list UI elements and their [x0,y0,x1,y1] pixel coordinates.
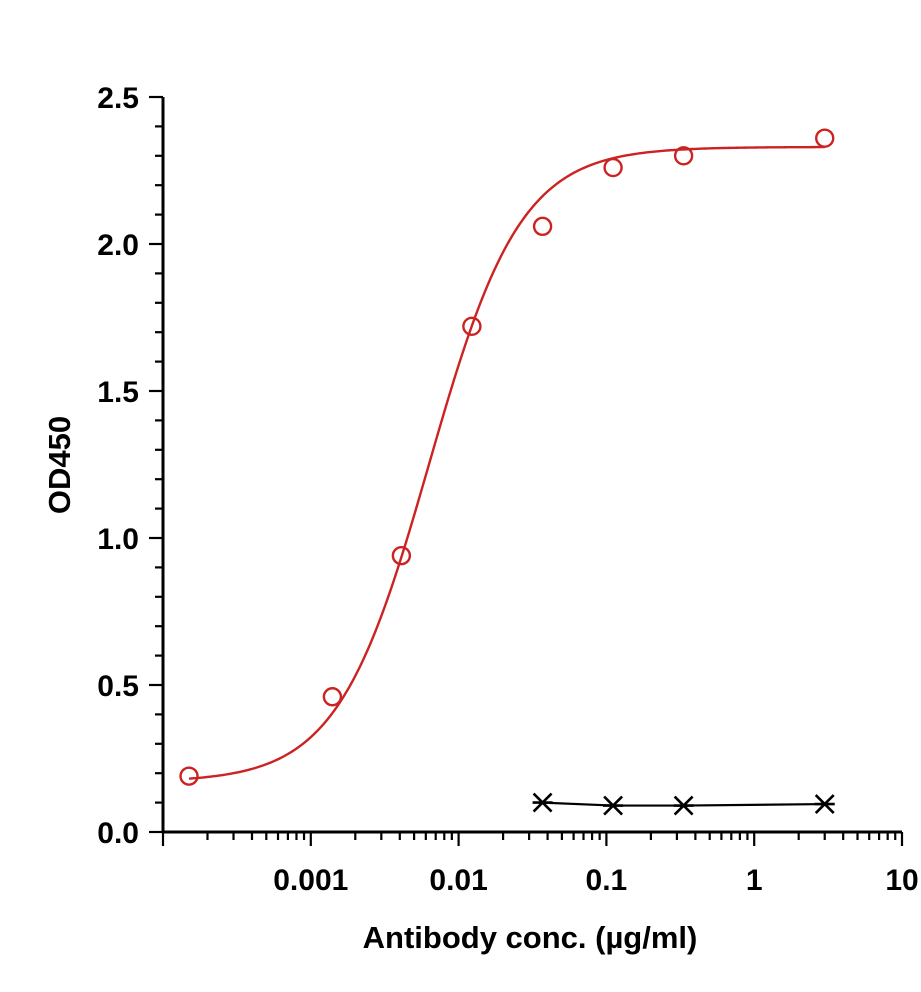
series-line [542,801,825,807]
data-point [814,794,835,814]
y-axis-ticks: 0.0 0.5 1.0 1.5 2.0 2.5 [97,82,163,850]
series-layer [179,128,835,816]
data-point [391,545,412,566]
x-tick-label: 0.001 [273,864,348,897]
data-point [815,128,835,148]
data-point [532,792,553,813]
y-tick-label: 2.0 [97,229,139,262]
data-point [462,316,482,337]
x-tick-label: 0.01 [429,864,487,897]
data-point [322,687,343,707]
data-point [532,216,553,237]
y-tick-label: 1.0 [97,523,139,556]
data-point [673,795,694,816]
x-tick-label: 1 [746,864,763,897]
y-tick-label: 0.0 [97,817,139,850]
x-axis-title: Antibody conc. (µg/ml) [363,920,698,955]
y-tick-label: 2.5 [97,82,139,115]
data-point [673,146,694,166]
data-point [603,157,623,178]
y-tick-label: 0.5 [97,670,139,703]
fit-curve [188,145,825,780]
series-2 [532,792,835,816]
y-tick-label: 1.5 [97,376,139,409]
y-axis-title: OD450 [42,416,77,514]
data-point [603,795,624,816]
series-1 [179,128,835,786]
data-point [179,766,199,786]
x-tick-label: 0.1 [586,864,628,897]
x-tick-label: 10 [885,864,918,897]
axes [161,97,902,834]
x-axis-ticks: 0.001 0.01 0.1 1 10 [161,832,919,897]
